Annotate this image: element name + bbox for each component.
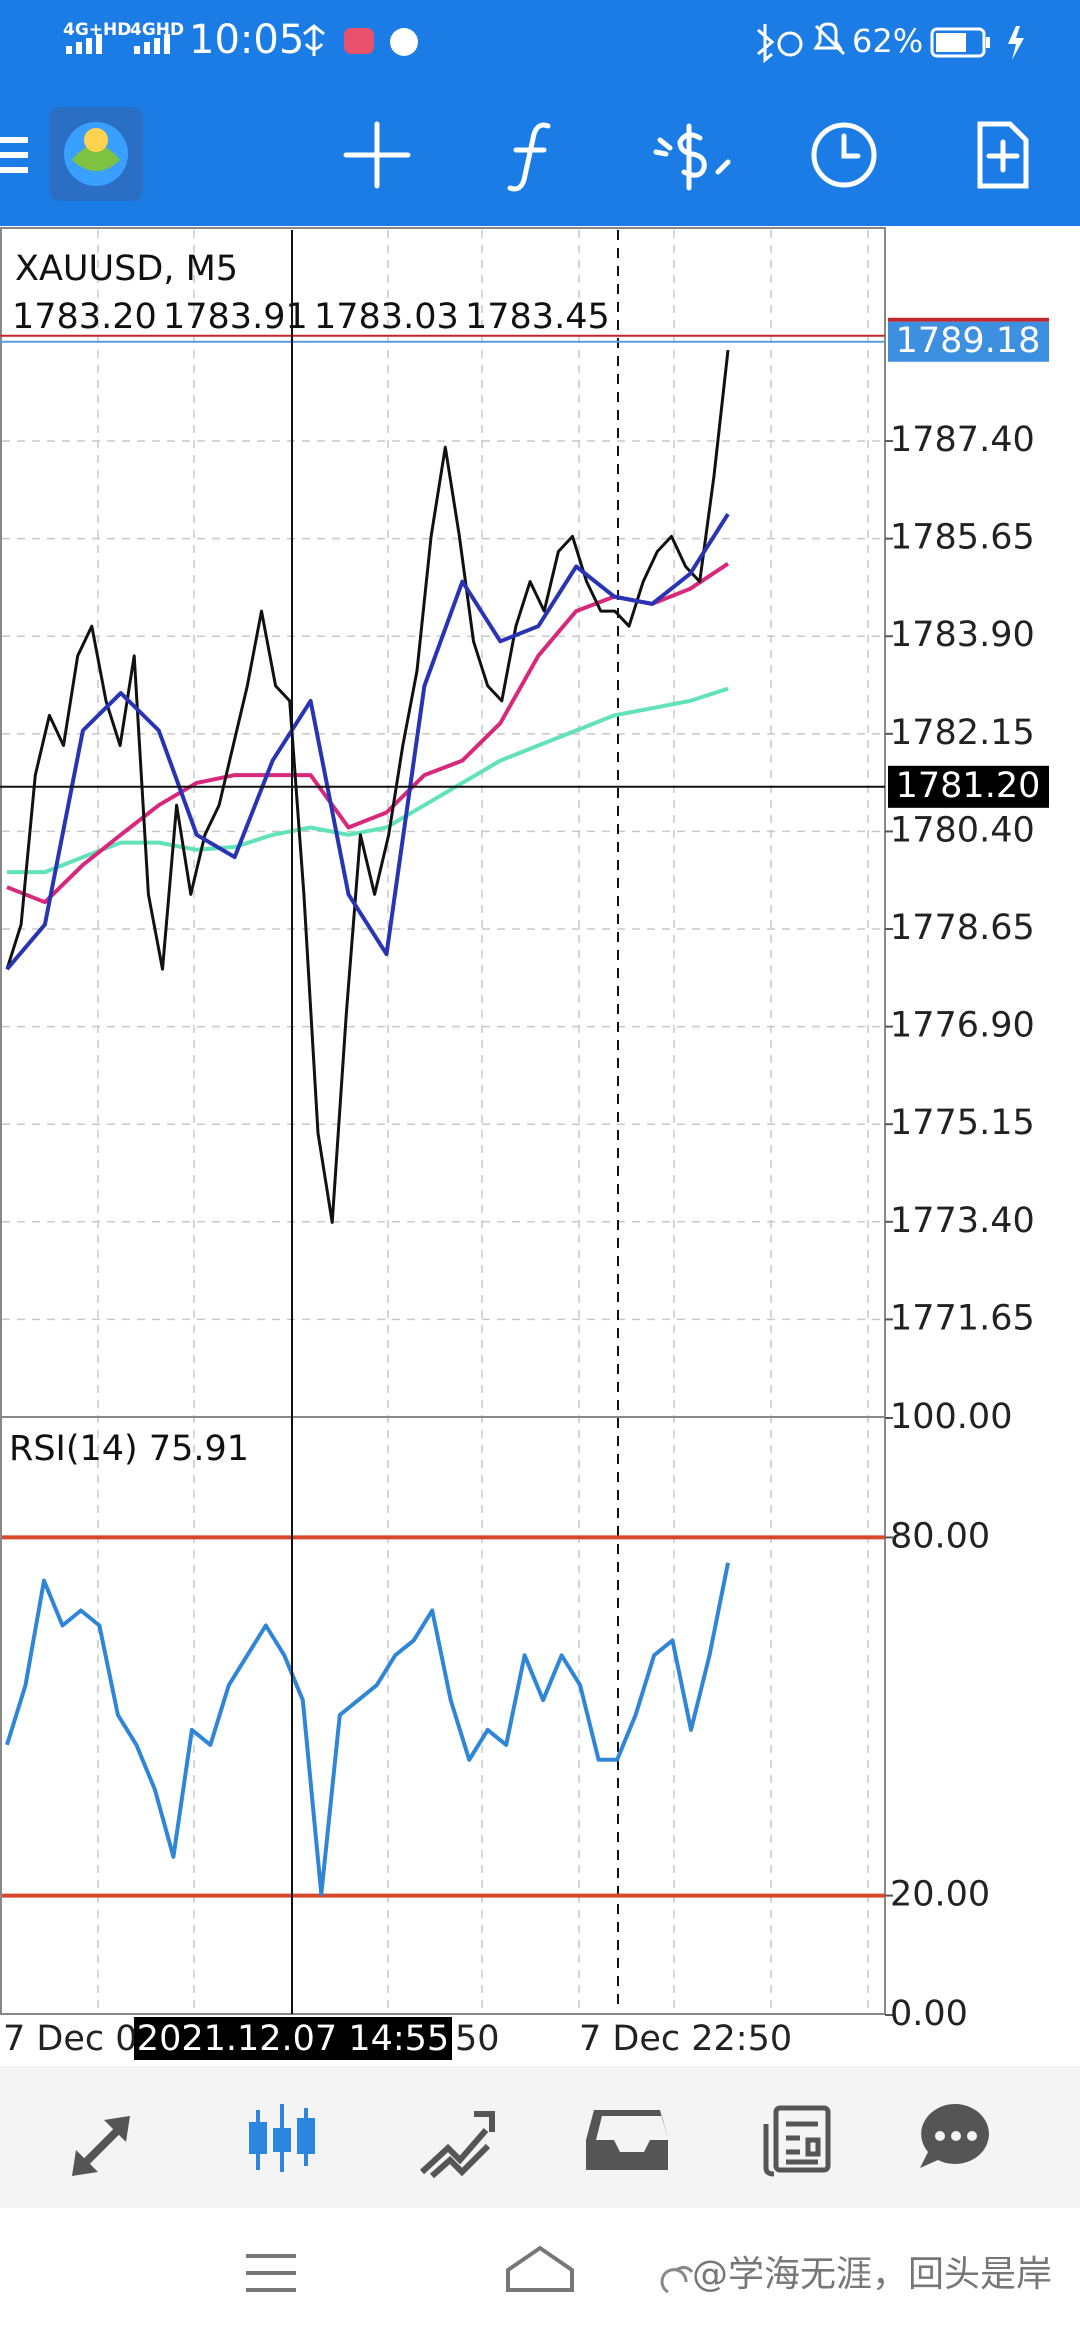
trade-tab[interactable] bbox=[419, 2111, 495, 2179]
signal-icon bbox=[66, 34, 170, 54]
time-label: 7 Dec 22:50 bbox=[579, 2019, 792, 2059]
price-label: 1775.15 bbox=[890, 1103, 1035, 1143]
ohlc-value: 1783.03 bbox=[314, 297, 459, 337]
watermark: @学海无涯，回头是岸 bbox=[692, 2254, 1052, 2295]
time-label: 50 bbox=[455, 2019, 500, 2059]
crosshair-price-label: 1781.20 bbox=[896, 766, 1041, 806]
chart-tab[interactable] bbox=[249, 2104, 315, 2172]
bottom-toolbar bbox=[0, 2066, 1080, 2208]
news-tab[interactable] bbox=[763, 2105, 831, 2177]
ohlc-value: 1783.20 bbox=[12, 297, 157, 337]
ma-fast bbox=[5, 513, 730, 971]
quotes-tab[interactable] bbox=[72, 2116, 130, 2176]
watermark-icon bbox=[660, 2265, 694, 2294]
rsi-label: RSI(14) 75.91 bbox=[9, 1429, 249, 1469]
bid-label: 1789.18 bbox=[896, 321, 1041, 361]
network-label: 4G+HD bbox=[63, 20, 131, 40]
price-label: 1782.15 bbox=[890, 713, 1035, 753]
price-label: 1773.40 bbox=[890, 1201, 1035, 1241]
new-order-tool[interactable] bbox=[977, 121, 1029, 189]
rsi-line bbox=[5, 1562, 730, 1897]
ohlc-value: 1783.91 bbox=[163, 297, 308, 337]
price-label: 1776.90 bbox=[890, 1006, 1035, 1046]
rsi-tick-label: 20.00 bbox=[890, 1875, 990, 1915]
battery-icon bbox=[930, 26, 1024, 60]
rsi-tick-label: 80.00 bbox=[890, 1516, 990, 1556]
price-label: 1771.65 bbox=[890, 1298, 1035, 1338]
price-label: 1778.65 bbox=[890, 908, 1035, 948]
chart-frame bbox=[0, 227, 886, 2015]
app-icon[interactable] bbox=[49, 107, 143, 201]
network-label: 4GHD bbox=[130, 20, 184, 40]
battery-label: 62% bbox=[852, 22, 923, 60]
ask-box-edge bbox=[888, 317, 1049, 322]
crosshair-price-box bbox=[888, 765, 1049, 808]
bid-box bbox=[888, 321, 1049, 362]
ma-mid bbox=[6, 562, 730, 905]
time-grid bbox=[97, 230, 869, 2012]
price-label: 1785.65 bbox=[890, 518, 1035, 558]
chat-tab[interactable] bbox=[920, 2103, 989, 2168]
time-label: 7 Dec 0 bbox=[3, 2019, 138, 2059]
price-label: 1780.40 bbox=[890, 810, 1035, 850]
status-icons bbox=[303, 22, 846, 64]
crosshair-tool[interactable] bbox=[343, 121, 411, 189]
history-tab[interactable] bbox=[586, 2110, 668, 2170]
price-label: 1783.90 bbox=[890, 615, 1035, 655]
ma-slow bbox=[7, 686, 729, 875]
menu-button[interactable] bbox=[0, 137, 28, 173]
nav-bar bbox=[246, 2245, 574, 2292]
price-label: 1787.40 bbox=[890, 420, 1035, 460]
indicator-tool[interactable] bbox=[507, 122, 551, 192]
ohlc-value: 1783.45 bbox=[465, 297, 610, 337]
crosshair-time: 2021.12.07 14:55 bbox=[137, 2019, 449, 2059]
nav-home[interactable] bbox=[506, 2245, 574, 2292]
rsi-tick-label: 100.00 bbox=[890, 1397, 1012, 1437]
symbol-label: XAUUSD, M5 bbox=[15, 249, 238, 289]
header bbox=[0, 0, 1080, 226]
clock: 10:05 bbox=[189, 17, 304, 63]
rsi-tick-label: 0.00 bbox=[890, 1994, 968, 2034]
crosshair-time-box bbox=[134, 2017, 452, 2060]
trade-tool[interactable] bbox=[653, 123, 731, 191]
history-tool[interactable] bbox=[811, 122, 877, 188]
grid bbox=[2, 440, 885, 1321]
nav-menu[interactable] bbox=[246, 2254, 296, 2292]
